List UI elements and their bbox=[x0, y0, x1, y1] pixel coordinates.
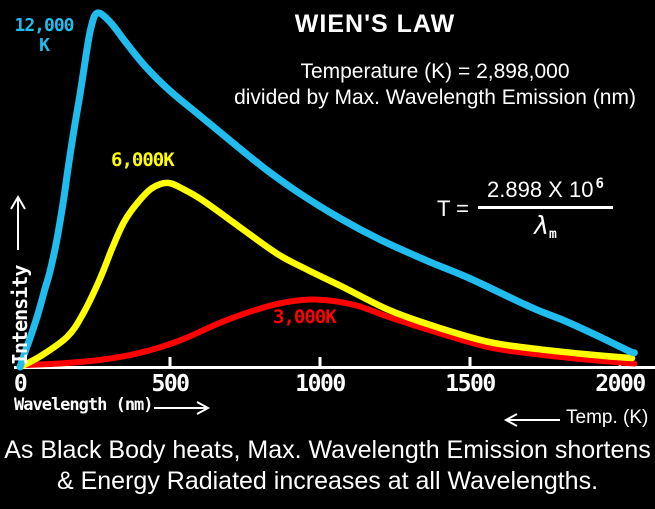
lambda-symbol: λ bbox=[534, 211, 549, 240]
x-axis-tick-label: 1500 bbox=[445, 371, 495, 397]
x-axis-tick-label: 0 bbox=[14, 371, 27, 397]
formula-fraction: 2.898 X 10 6 λm bbox=[478, 176, 613, 242]
formula-numerator: 2.898 X 10 6 bbox=[478, 176, 613, 209]
y-axis-label: Intensity bbox=[8, 265, 32, 365]
curves-group bbox=[16, 9, 638, 371]
subtitle-line1: Temperature (K) = 2,898,000 bbox=[300, 60, 570, 83]
subtitle-line2: divided by Max. Wavelength Emission (nm) bbox=[234, 86, 636, 109]
x-axis-tick-label: 1000 bbox=[295, 371, 345, 397]
caption-line2: & Energy Radiated increases at all Wavel… bbox=[56, 467, 599, 495]
x-axis-tick-label: 2000 bbox=[595, 371, 645, 397]
wavelength-axis-arrow-icon bbox=[154, 401, 211, 415]
caption-line1: As Black Body heats, Max. Wavelength Emi… bbox=[4, 436, 651, 464]
chart-title: WIEN'S LAW bbox=[294, 10, 456, 38]
intensity-axis-arrow-icon bbox=[10, 195, 26, 250]
lambda-subscript: m bbox=[548, 227, 557, 242]
temperature-arrow-icon bbox=[503, 413, 560, 427]
curve-12000k bbox=[16, 9, 638, 371]
x-axis-ticks: 0 500 1000 1500 2000 bbox=[14, 357, 647, 397]
curve-label-12000k: 12,000 K bbox=[12, 16, 76, 56]
curve-3000k bbox=[17, 296, 638, 369]
x-axis-label: Wavelength (nm) bbox=[14, 395, 154, 415]
subtitle: Temperature (K) = 2,898,000 divided by M… bbox=[215, 59, 655, 111]
curve-label-12000k-line1: 12,000 bbox=[14, 15, 74, 36]
curve-label-6000k: 6,000K bbox=[111, 149, 175, 171]
temperature-axis-label: Temp. (K) bbox=[566, 407, 649, 428]
formula-denominator: λm bbox=[478, 209, 613, 242]
wien-formula: T = 2.898 X 10 6 λm bbox=[437, 176, 613, 242]
curve-6000k bbox=[16, 179, 636, 371]
curve-label-3000k: 3,000K bbox=[273, 306, 337, 328]
curve-label-12000k-line2: K bbox=[39, 35, 50, 56]
formula-exponent: 6 bbox=[595, 176, 604, 192]
x-axis-tick-label: 500 bbox=[151, 371, 189, 397]
formula-lhs: T = bbox=[437, 196, 470, 221]
